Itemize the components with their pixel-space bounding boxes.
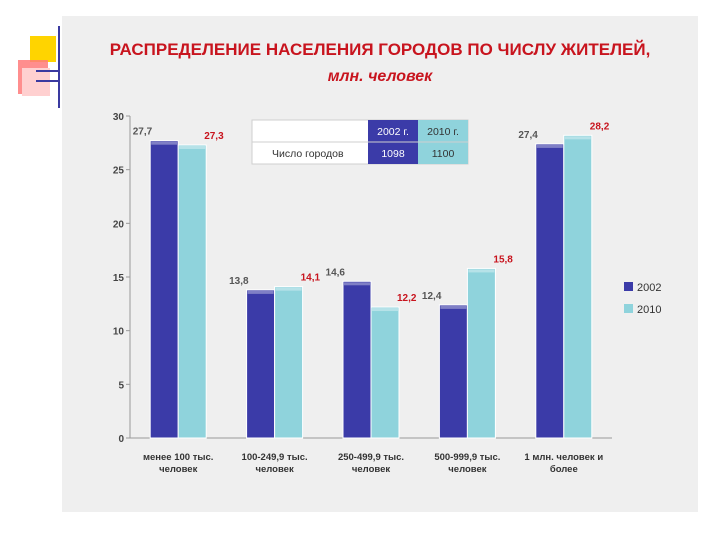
y-tick-label: 5	[118, 380, 124, 391]
table-header-cell-2002	[368, 120, 418, 142]
category-label: 500-999,9 тыс.	[434, 452, 500, 463]
data-label-2002: 27,4	[518, 130, 538, 141]
table-value-2002: 1098	[381, 148, 405, 160]
data-label-2010: 15,8	[493, 254, 513, 265]
legend-swatch-2002	[624, 282, 633, 291]
bar-2002	[342, 280, 372, 439]
legend-label-2002: 2002	[637, 282, 661, 294]
bar-highlight	[440, 305, 467, 309]
bar-highlight	[372, 308, 398, 312]
data-labels: 27,7 27,3 13,8 14,1 14,6 12,2 12,4 15,8 27,4 28,2	[133, 121, 610, 304]
data-label-2002: 12,4	[422, 291, 442, 302]
data-label-2010: 28,2	[590, 121, 610, 132]
bar-2010	[177, 144, 207, 439]
bar-highlight	[247, 290, 274, 294]
bar-highlight	[275, 287, 302, 291]
decor-horizontal-line	[36, 70, 60, 72]
bar-2010	[370, 306, 400, 439]
data-label-2002: 13,8	[229, 276, 249, 287]
chart-subtitle: млн. человек	[327, 68, 433, 85]
chart-title: РАСПРЕДЕЛЕНИЕ НАСЕЛЕНИЯ ГОРОДОВ ПО ЧИСЛУ…	[109, 40, 651, 59]
bars	[149, 134, 593, 439]
legend-swatch-2010	[624, 304, 633, 313]
decor-horizontal-line	[36, 80, 60, 82]
category-label: 100-249,9 тыс.	[242, 452, 308, 463]
bar-2002	[535, 143, 565, 439]
bar-highlight	[344, 282, 370, 286]
data-label-2002: 14,6	[326, 267, 346, 278]
category-label: менее 100 тыс.	[143, 452, 213, 463]
data-label-2002: 27,7	[133, 127, 153, 138]
category-label: более	[550, 464, 578, 475]
bar-highlight	[179, 145, 206, 149]
bar-highlight	[564, 136, 591, 140]
category-label: человек	[448, 464, 487, 475]
y-tick-label: 0	[118, 434, 124, 445]
table-value-cell-2002	[368, 142, 418, 164]
table-value-cell-2010	[418, 142, 468, 164]
bar-2010	[274, 286, 304, 439]
legend-label-2010: 2010	[637, 304, 661, 316]
data-label-2010: 12,2	[397, 293, 417, 304]
y-tick-label: 30	[113, 112, 125, 123]
table-header-2002: 2002 г.	[377, 126, 409, 138]
inset-table: 2002 г. 2010 г. Число городов 1098 1100	[251, 119, 469, 165]
decor-yellow-square	[30, 36, 56, 62]
bar-highlight	[151, 141, 178, 145]
bar-2002	[246, 289, 276, 439]
category-label: 250-499,9 тыс.	[338, 452, 404, 463]
bar-highlight	[536, 144, 563, 148]
y-tick-label: 15	[113, 273, 125, 284]
y-tick-label: 20	[113, 219, 125, 230]
data-label-2010: 14,1	[301, 273, 321, 284]
bar-2010	[563, 134, 593, 439]
decor-pink-square	[22, 68, 50, 96]
category-label: 1 млн. человек и	[524, 452, 603, 463]
table-header-2010: 2010 г.	[427, 126, 459, 138]
bar-2010	[466, 267, 496, 439]
table-header-cell-2010	[418, 120, 468, 142]
y-tick-label: 10	[113, 327, 125, 338]
category-label: человек	[159, 464, 198, 475]
data-label-2010: 27,3	[204, 131, 224, 142]
bar-2002	[438, 304, 468, 439]
category-label: человек	[352, 464, 391, 475]
y-tick-label: 25	[113, 166, 125, 177]
bar-2002	[149, 140, 179, 439]
category-label: человек	[255, 464, 294, 475]
table-value-2010: 1100	[432, 148, 455, 160]
bar-highlight	[468, 269, 495, 273]
decor-vertical-line	[58, 26, 60, 108]
legend: 2002 2010	[624, 282, 661, 316]
table-row-label: Число городов	[272, 148, 344, 160]
